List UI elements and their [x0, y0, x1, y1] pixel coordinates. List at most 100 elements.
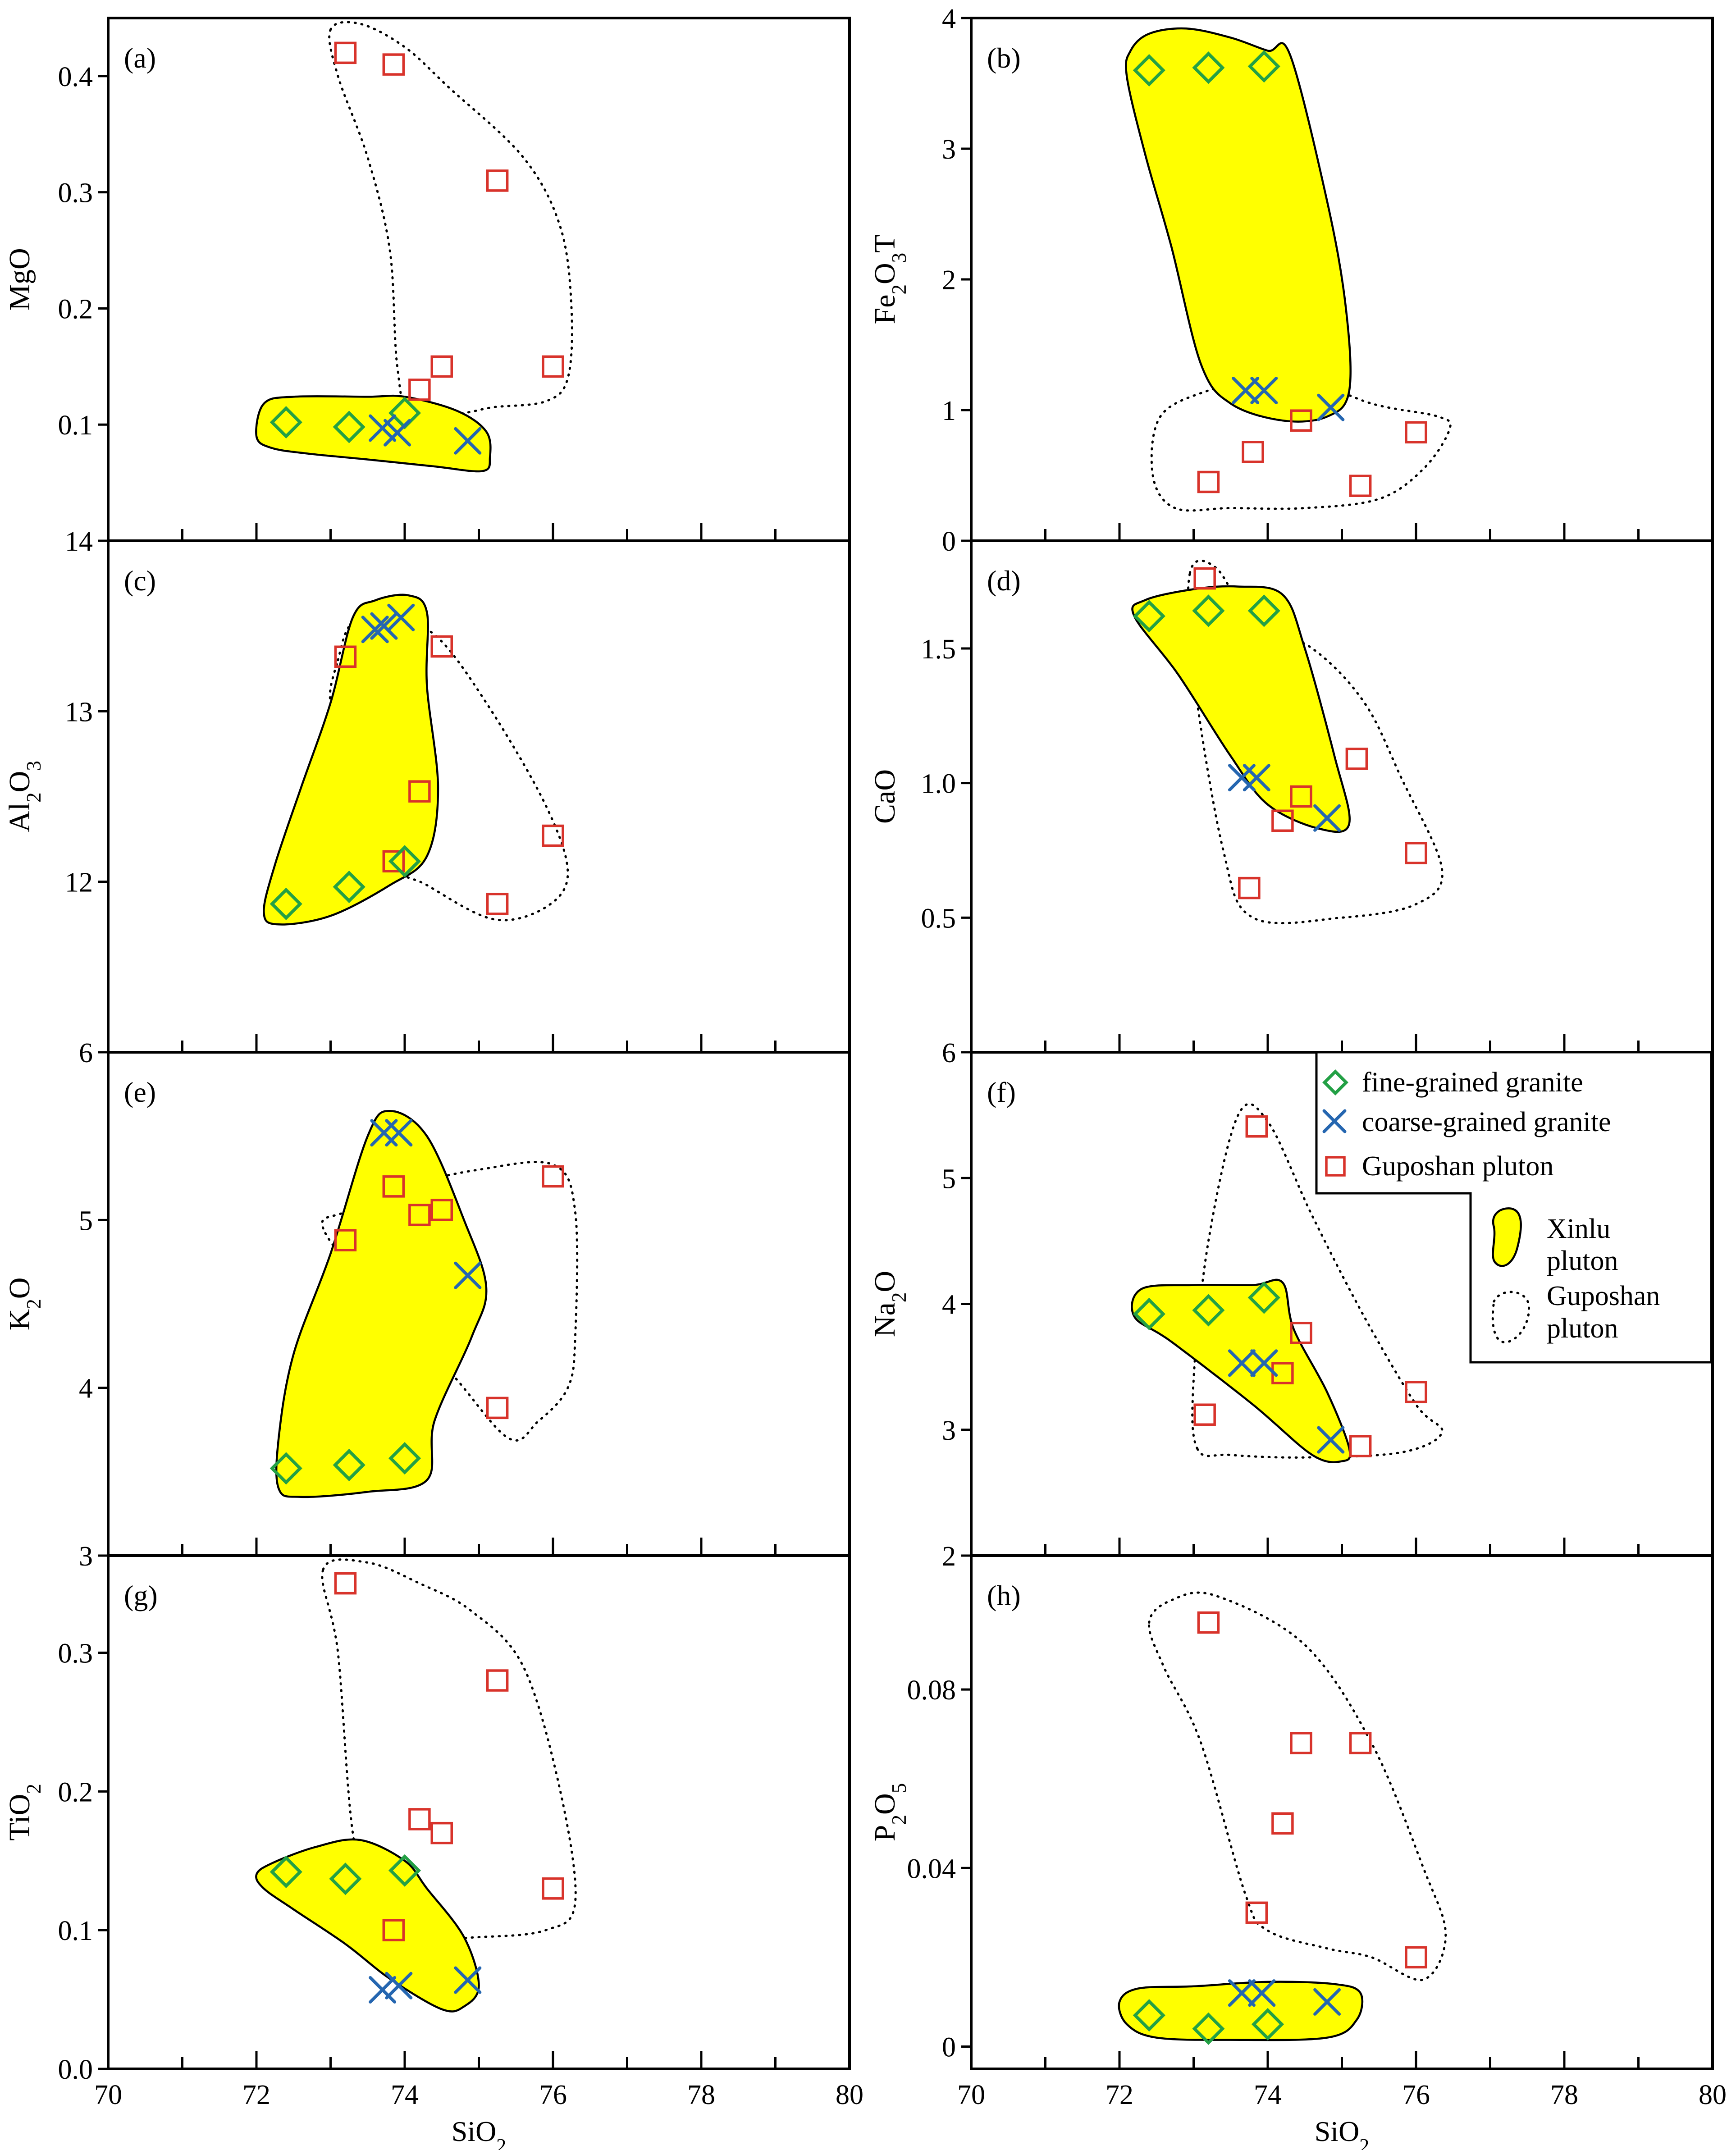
panel-label-g: (g)	[124, 1579, 158, 1611]
panel-label-d: (d)	[987, 565, 1021, 597]
y-tick-label: 3	[79, 1541, 93, 1572]
x-tick-label: 74	[1254, 2080, 1282, 2110]
guposhan-point	[334, 645, 357, 668]
fine-granite-point	[1247, 50, 1280, 83]
plot-area-h	[1118, 1591, 1447, 2045]
panel-label-f: (f)	[987, 1076, 1016, 1108]
fine-granite-point	[388, 1854, 421, 1887]
coarse-granite-point	[387, 603, 415, 631]
xinlu-field	[1125, 27, 1352, 423]
fine-granite-point	[1192, 594, 1225, 627]
legend-guposhan-marker	[1325, 1156, 1346, 1177]
fine-granite-point	[1192, 1294, 1225, 1327]
y-tick-label: 0.1	[58, 1916, 93, 1946]
y-tick-label: 0.3	[58, 1638, 93, 1669]
plot-area-e	[270, 1110, 579, 1498]
fine-granite-point	[1192, 2012, 1225, 2045]
y-axis-label: Al2O3	[3, 761, 45, 832]
guposhan-point	[408, 379, 431, 401]
guposhan-point	[1197, 470, 1220, 493]
fine-granite-point	[329, 1862, 362, 1895]
guposhan-point	[334, 1229, 357, 1251]
coarse-granite-point	[1317, 393, 1345, 421]
guposhan-point	[542, 1877, 564, 1900]
coarse-granite-point	[369, 1976, 397, 2004]
legend-xinlu-line1: Xinlu	[1547, 1214, 1610, 1244]
coarse-granite-point	[454, 1261, 482, 1289]
y-tick-label: 13	[65, 697, 93, 727]
fine-granite-point	[1133, 1999, 1165, 2032]
y-axis-label: CaO	[868, 769, 901, 824]
fine-granite-point	[270, 1452, 302, 1485]
guposhan-point	[1345, 748, 1368, 770]
guposhan-point	[486, 169, 509, 192]
guposhan-point	[430, 1199, 453, 1221]
fine-granite-point	[388, 845, 421, 878]
fine-granite-point	[1251, 2008, 1284, 2041]
y-tick-label: 0.3	[58, 178, 93, 209]
y-tick-label: 2	[942, 1541, 956, 1572]
coarse-granite-point	[1313, 1988, 1341, 2016]
guposhan-point	[1405, 421, 1427, 444]
x-tick-label: 76	[539, 2080, 567, 2110]
guposhan-point	[430, 355, 453, 378]
xinlu-field	[1131, 1278, 1351, 1463]
fine-granite-point	[1247, 594, 1280, 627]
y-axis-label: MgO	[3, 248, 36, 310]
fine-granite-point	[388, 397, 421, 429]
plot-area-g	[255, 1558, 577, 2013]
coarse-granite-point	[1313, 804, 1341, 832]
fine-granite-point	[1247, 1281, 1280, 1314]
y-tick-label: 0.2	[58, 294, 93, 324]
legend-guposhan-label: Guposhan pluton	[1362, 1151, 1553, 1182]
fine-granite-point	[1133, 54, 1165, 87]
guposhan-point	[486, 1669, 509, 1692]
coarse-granite-point	[385, 1972, 413, 1999]
panel-d: 0.5 1.0 1.5 (d) CaO	[868, 539, 1714, 1054]
legend-xinlu-swatch	[1492, 1207, 1522, 1267]
y-tick-label: 0.4	[58, 62, 93, 92]
xinlu-field	[1118, 1981, 1364, 2041]
x-tick-label: 80	[1699, 2080, 1727, 2110]
coarse-granite-point	[369, 414, 397, 442]
x-tick-label: 80	[836, 2080, 863, 2110]
coarse-granite-point	[1232, 377, 1260, 404]
guposhan-point	[1197, 1611, 1220, 1634]
legend-gufield-line1: Guposhan	[1547, 1281, 1660, 1311]
panel-h: 0 0.04 0.08 70 72 74 76 78 80 SiO2 (h) P2O5	[868, 1554, 1727, 2150]
xinlu-field	[1131, 585, 1351, 833]
guposhan-point	[486, 893, 509, 915]
guposhan-point	[334, 41, 357, 64]
y-tick-label: 1.5	[921, 634, 956, 665]
coarse-granite-point	[385, 1119, 413, 1147]
guposhan-point	[1290, 1732, 1312, 1754]
fine-granite-point	[333, 411, 365, 443]
y-axis-label: Na2O	[868, 1271, 910, 1337]
panel-label-h: (h)	[987, 1579, 1021, 1611]
legend-coarse-label: coarse-grained granite	[1362, 1107, 1611, 1137]
x-axis-label: SiO2	[452, 2115, 507, 2150]
guposhan-point	[1271, 1812, 1294, 1835]
y-tick-label: 3	[942, 1415, 956, 1446]
guposhan-point	[1271, 809, 1294, 832]
guposhan-point	[382, 1919, 405, 1941]
guposhan-point	[542, 1165, 564, 1188]
coarse-granite-point	[1243, 764, 1270, 792]
panel-b: 0 1 2 3 4 (b) Fe2O3T	[868, 4, 1714, 557]
guposhan-point	[1245, 1901, 1268, 1924]
y-tick-label: 5	[942, 1164, 956, 1194]
guposhan-point	[486, 1397, 509, 1420]
y-axis-label: Fe2O3T	[868, 235, 910, 324]
fine-granite-point	[270, 887, 302, 920]
legend-fine-marker	[1322, 1069, 1348, 1096]
y-tick-label: 0	[942, 2032, 956, 2063]
guposhan-point	[382, 850, 405, 873]
coarse-granite-point	[1248, 1979, 1276, 2007]
y-tick-label: 0.04	[907, 1853, 956, 1884]
guposhan-point	[1349, 1732, 1372, 1754]
fine-granite-point	[1133, 1297, 1165, 1330]
coarse-granite-point	[454, 427, 482, 455]
guposhan-point	[1349, 1435, 1372, 1457]
y-tick-label: 4	[942, 4, 956, 34]
x-tick-label: 78	[1550, 2080, 1578, 2110]
